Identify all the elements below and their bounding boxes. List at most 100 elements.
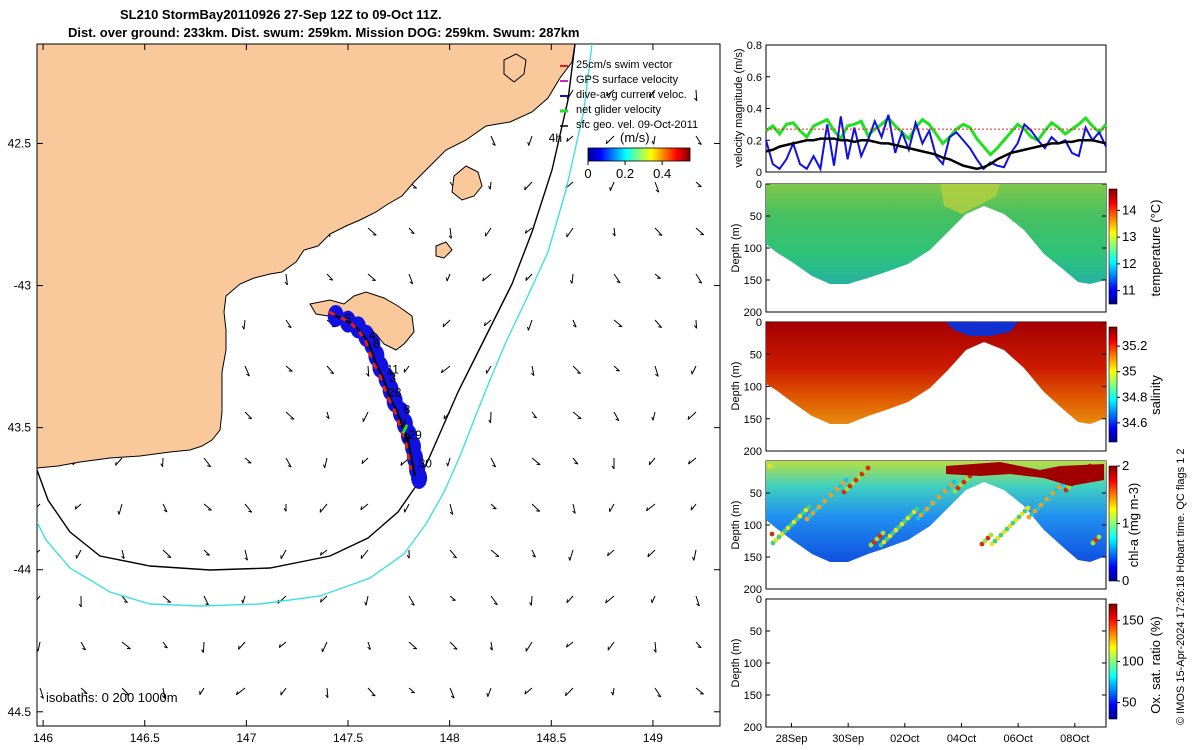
chla-sample-dot (788, 522, 794, 528)
sfc-vel-arrow (525, 641, 533, 652)
map-xtick-label: 149 (643, 731, 663, 745)
sfc-vel-arrow (654, 319, 663, 328)
chla-sample-dot (1004, 526, 1010, 532)
salinity-cblabel: salinity (1148, 375, 1163, 415)
sfc-vel-arrowhead (371, 694, 376, 697)
temperature-warm-patch (940, 184, 1000, 214)
sfc-vel-arrow (442, 319, 451, 328)
sfc-vel-arrow (653, 135, 656, 145)
oxygen-cb-tick-label: 100 (1122, 654, 1144, 669)
chla-sample-dot (785, 525, 791, 531)
sfc-vel-arrow (408, 641, 418, 650)
sfc-vel-arrowhead (163, 646, 168, 649)
sfc-vel-arrow (37, 595, 41, 601)
sfc-vel-arrow (37, 503, 41, 508)
sfc-vel-arrow (652, 411, 656, 421)
sfc-vel-arrow (654, 687, 662, 698)
sfc-vel-arrow (613, 227, 616, 237)
sfc-vel-arrowhead (406, 554, 410, 559)
swim-vector-marker (350, 322, 357, 329)
sfc-vel-arrow (39, 687, 44, 699)
sfc-vel-arrowhead (486, 693, 489, 697)
sfc-vel-arrowhead (565, 643, 568, 648)
sfc-vel-arrowhead (615, 418, 620, 422)
time-tick-label: 06Oct (1003, 733, 1032, 745)
sfc-vel-arrow (285, 319, 292, 328)
sfc-vel-arrow (484, 319, 492, 327)
sfc-vel-arrowhead (445, 277, 448, 282)
chla-sample-dot (853, 477, 859, 483)
sfc-vel-arrow (490, 641, 493, 651)
day-label: 29 (408, 428, 422, 442)
map-ytick-label: 44.5 (8, 705, 32, 719)
sfc-vel-arrowhead (576, 372, 581, 374)
sfc-vel-arrowhead (330, 372, 334, 375)
chla-sample-dot (902, 518, 908, 524)
sfc-vel-arrow (321, 641, 328, 653)
sfc-vel-arrow (687, 411, 697, 420)
sfc-vel-arrowhead (160, 463, 164, 467)
sfc-vel-arrowhead (123, 601, 128, 604)
map-xtick-label: 147.5 (333, 731, 363, 745)
sfc-vel-arrowhead (400, 461, 403, 466)
day-label: 30 (419, 456, 433, 470)
chla-sample-dot (992, 538, 998, 544)
sfc-vel-arrowhead (687, 415, 690, 420)
oxygen-tick-label: 50 (750, 626, 762, 638)
sfc-vel-arrow (203, 457, 212, 468)
salinity-cb-tick-label: 35 (1122, 364, 1136, 379)
sfc-vel-arrowhead (688, 460, 691, 465)
chla-sample-dots (767, 462, 1104, 548)
chla-sample-dot (865, 465, 871, 471)
sfc-vel-arrowhead (525, 276, 527, 281)
temperature-cb-tick-label: 12 (1122, 256, 1136, 271)
sfc-vel-arrowhead (489, 647, 493, 651)
temperature-tick-label: 50 (750, 211, 762, 223)
sfc-vel-arrowhead (410, 232, 415, 234)
chla-sample-dot (995, 535, 1001, 541)
sfc-vel-arrowhead (655, 373, 659, 377)
sfc-vel-arrow (654, 181, 660, 193)
sfc-vel-arrowhead (488, 419, 492, 424)
chla-sample-dot (933, 497, 939, 503)
chla-sample-dot (988, 532, 994, 538)
map-xtick-label: 148 (440, 731, 460, 745)
oxygen-panel: 0 50 100 150 200 28Sep 30Sep 02Oct 04Oct 06Oct 08… (730, 594, 1163, 745)
temperature-cb-tick-label: 14 (1122, 202, 1136, 217)
sfc-vel-arrow (80, 641, 87, 651)
sfc-vel-arrow (162, 503, 168, 513)
swim-vector-marker (328, 310, 336, 317)
swim-vector-marker (372, 362, 378, 370)
sfc-vel-arrow (490, 135, 496, 146)
sfc-vel-arrowhead (605, 140, 608, 144)
chla-sample-dot (813, 507, 819, 513)
sfc-vel-arrow (695, 89, 698, 101)
title-line-2: Dist. over ground: 233km. Dist. swum: 25… (68, 25, 580, 40)
chla-sample-dot (1010, 520, 1016, 526)
sfc-vel-arrowhead (287, 325, 292, 329)
velocity-series-dive-avg (765, 114, 1107, 172)
sfc-vel-arrowhead (536, 510, 540, 512)
sfc-vel-arrow (202, 641, 205, 653)
sfc-vel-arrowhead (278, 643, 281, 648)
sfc-vel-arrowhead (493, 602, 498, 606)
temperature-tick-label: 200 (744, 307, 762, 319)
chla-sample-dot (850, 480, 856, 486)
chla-ylabel: Depth (m) (730, 501, 742, 550)
chla-sample-dot (905, 515, 911, 521)
sfc-vel-arrow (199, 687, 205, 695)
sfc-vel-arrowhead (235, 691, 238, 695)
sfc-vel-arrow (367, 273, 376, 281)
velocity-ylabel: velocity magnitude (m/s) (733, 48, 745, 167)
chla-sample-dot (816, 504, 822, 510)
day-label: 5 (345, 311, 352, 325)
chla-sample-dot (871, 539, 877, 545)
legend-gps: GPS surface velocity (576, 74, 679, 86)
salinity-tick-label: 100 (744, 382, 762, 394)
sfc-vel-arrow (115, 457, 123, 466)
sfc-vel-arrowhead (565, 692, 567, 696)
isobath-label: isobaths: 0 200 1000m (46, 690, 178, 705)
sfc-vel-arrowhead (488, 185, 491, 190)
sfc-vel-arrow (609, 503, 615, 513)
chla-sample-dot (1007, 523, 1013, 529)
